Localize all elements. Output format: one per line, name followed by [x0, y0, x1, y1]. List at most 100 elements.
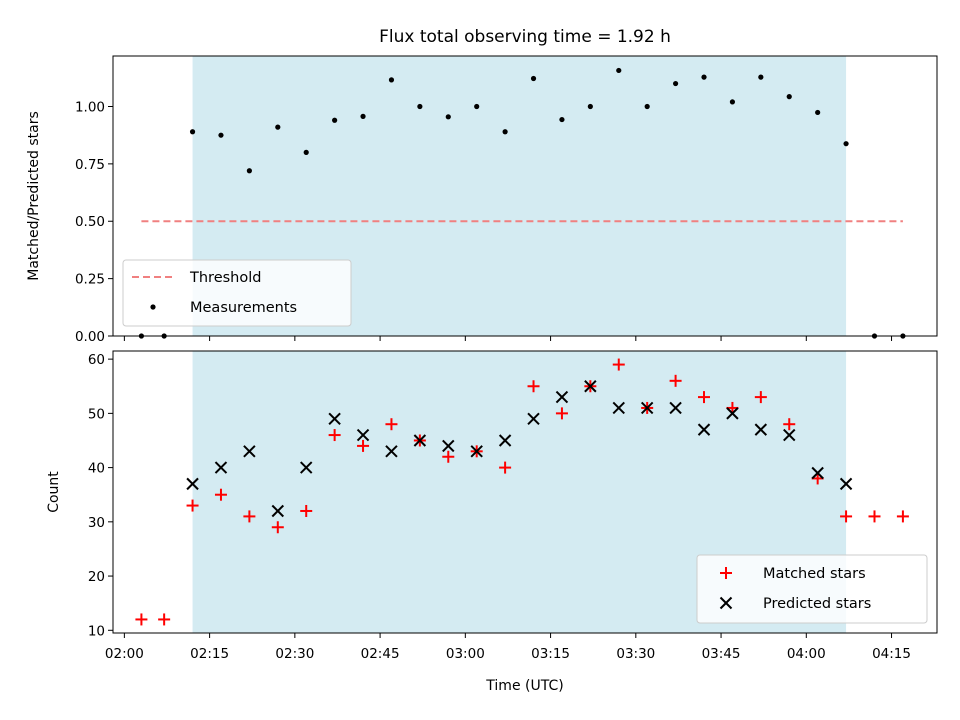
count-y-tick-label: 40 — [88, 461, 105, 477]
legend-predicted-label: Predicted stars — [763, 596, 871, 612]
matched-star-point — [612, 358, 625, 371]
predicted-star-point — [754, 423, 768, 436]
predicted-star-point — [839, 477, 853, 491]
measurement-point — [672, 80, 679, 87]
predicted-star-point — [271, 504, 285, 518]
x-tick-label: 02:00 — [105, 646, 144, 662]
predicted-star-point — [356, 428, 370, 442]
measurement-point — [246, 168, 252, 174]
predicted-star-point — [498, 434, 512, 447]
measurement-point — [388, 77, 395, 83]
x-tick-label: 03:30 — [616, 646, 655, 662]
count-y-tick-label: 60 — [88, 352, 105, 368]
matched-star-point — [698, 391, 711, 404]
measurement-point — [786, 94, 792, 100]
measurement-point — [189, 129, 196, 135]
ratio-y-tick-label: 0.75 — [75, 157, 105, 173]
measurement-point — [332, 117, 338, 123]
ratio-legend-box — [122, 259, 352, 327]
matched-star-point — [868, 510, 881, 523]
ratio-panel: 0.00 0.25 0.50 0.75 1.00 Flux total observin… — [26, 27, 938, 345]
ratio-y-tick-label: 0.50 — [75, 214, 105, 230]
matched-star-point — [271, 521, 284, 534]
ratio-y-tick-label: 0.00 — [75, 329, 105, 345]
legend-predicted-swatch — [719, 596, 733, 610]
count-y-axis-label: Count — [46, 471, 62, 513]
legend-matched-label: Matched stars — [763, 566, 866, 582]
legend-measurements-label: Measurements — [190, 300, 297, 316]
measurement-point — [360, 113, 366, 119]
ratio-y-axis-label: Matched/Predicted stars — [26, 111, 42, 281]
measurement-point — [758, 74, 764, 80]
count-axes-frame — [112, 350, 938, 634]
matched-star-point — [243, 510, 256, 523]
predicted-star-point — [442, 439, 455, 453]
predicted-star-point — [243, 445, 256, 458]
measurement-point — [644, 103, 650, 110]
count-y-tick-label: 30 — [88, 515, 105, 531]
predicted-star-point — [584, 380, 597, 393]
x-tick-label: 04:00 — [787, 646, 826, 662]
ratio-x-ticks — [123, 336, 893, 341]
matched-star-point — [385, 418, 398, 431]
measurement-point — [275, 124, 281, 130]
matched-star-point — [300, 504, 313, 517]
predicted-star-point — [214, 461, 228, 474]
count-y-tick-label: 50 — [88, 406, 105, 422]
measurement-point — [303, 149, 309, 155]
predicted-star-point — [811, 466, 824, 480]
count-y-ticks: 10 20 30 40 50 60 — [88, 352, 113, 639]
legend-threshold-label: Threshold — [189, 270, 261, 286]
matched-star-point — [527, 380, 540, 393]
measurement-point — [474, 103, 480, 110]
count-panel: 10 20 30 40 50 60 02:00 02:15 02:30 02:45 03:00 03… — [46, 350, 938, 694]
measurement-point — [530, 75, 537, 82]
measurement-point — [417, 103, 423, 110]
matched-star-point — [158, 613, 171, 626]
measurement-point — [587, 103, 593, 110]
matched-star-point — [135, 613, 148, 626]
predicted-star-point — [186, 477, 199, 491]
x-tick-label: 02:15 — [190, 646, 229, 662]
ratio-y-tick-label: 0.25 — [75, 272, 105, 288]
count-x-ticks: 02:00 02:15 02:30 02:45 03:00 03:15 03:30 03:45… — [105, 633, 911, 662]
predicted-star-point — [385, 445, 398, 458]
measurement-point — [843, 141, 849, 147]
legend-predicted-marker — [719, 596, 733, 610]
ratio-axes-frame — [112, 55, 938, 337]
x-tick-label: 03:15 — [531, 646, 570, 662]
count-legend: Matched stars Predicted stars — [696, 554, 928, 624]
matched-star-point — [555, 407, 568, 420]
chart-title: Flux total observing time = 1.92 h — [379, 27, 671, 47]
count-legend-box — [696, 554, 928, 624]
measurement-point — [218, 132, 224, 138]
matched-star-point — [669, 374, 682, 387]
legend-matched-swatch — [720, 567, 732, 579]
predicted-star-point — [726, 407, 739, 420]
measurement-point — [815, 109, 821, 116]
matched-star-point — [357, 439, 370, 452]
predicted-star-point — [527, 412, 540, 425]
predicted-star-point — [783, 428, 796, 442]
ratio-y-tick-label: 1.00 — [75, 99, 105, 115]
count-y-tick-label: 10 — [88, 623, 105, 639]
measurement-point — [729, 99, 736, 105]
measurement-point — [502, 129, 508, 135]
predicted-star-point — [612, 401, 625, 415]
ratio-legend: Threshold Measurements — [122, 259, 352, 327]
matched-star-point — [754, 391, 767, 404]
matched-stars-points — [135, 358, 909, 626]
measurement-point — [616, 67, 622, 74]
predicted-stars-points — [186, 380, 853, 518]
ratio-y-ticks: 0.00 0.25 0.50 0.75 1.00 — [75, 99, 113, 345]
predicted-star-point — [669, 401, 682, 415]
legend-measurements-swatch — [150, 304, 156, 310]
measurement-points — [138, 67, 906, 339]
measurement-point — [701, 74, 707, 80]
matched-star-point — [442, 450, 455, 463]
x-tick-label: 02:30 — [275, 646, 314, 662]
matched-star-point — [186, 499, 199, 512]
legend-matched-marker — [720, 567, 732, 579]
x-tick-label: 03:00 — [446, 646, 485, 662]
